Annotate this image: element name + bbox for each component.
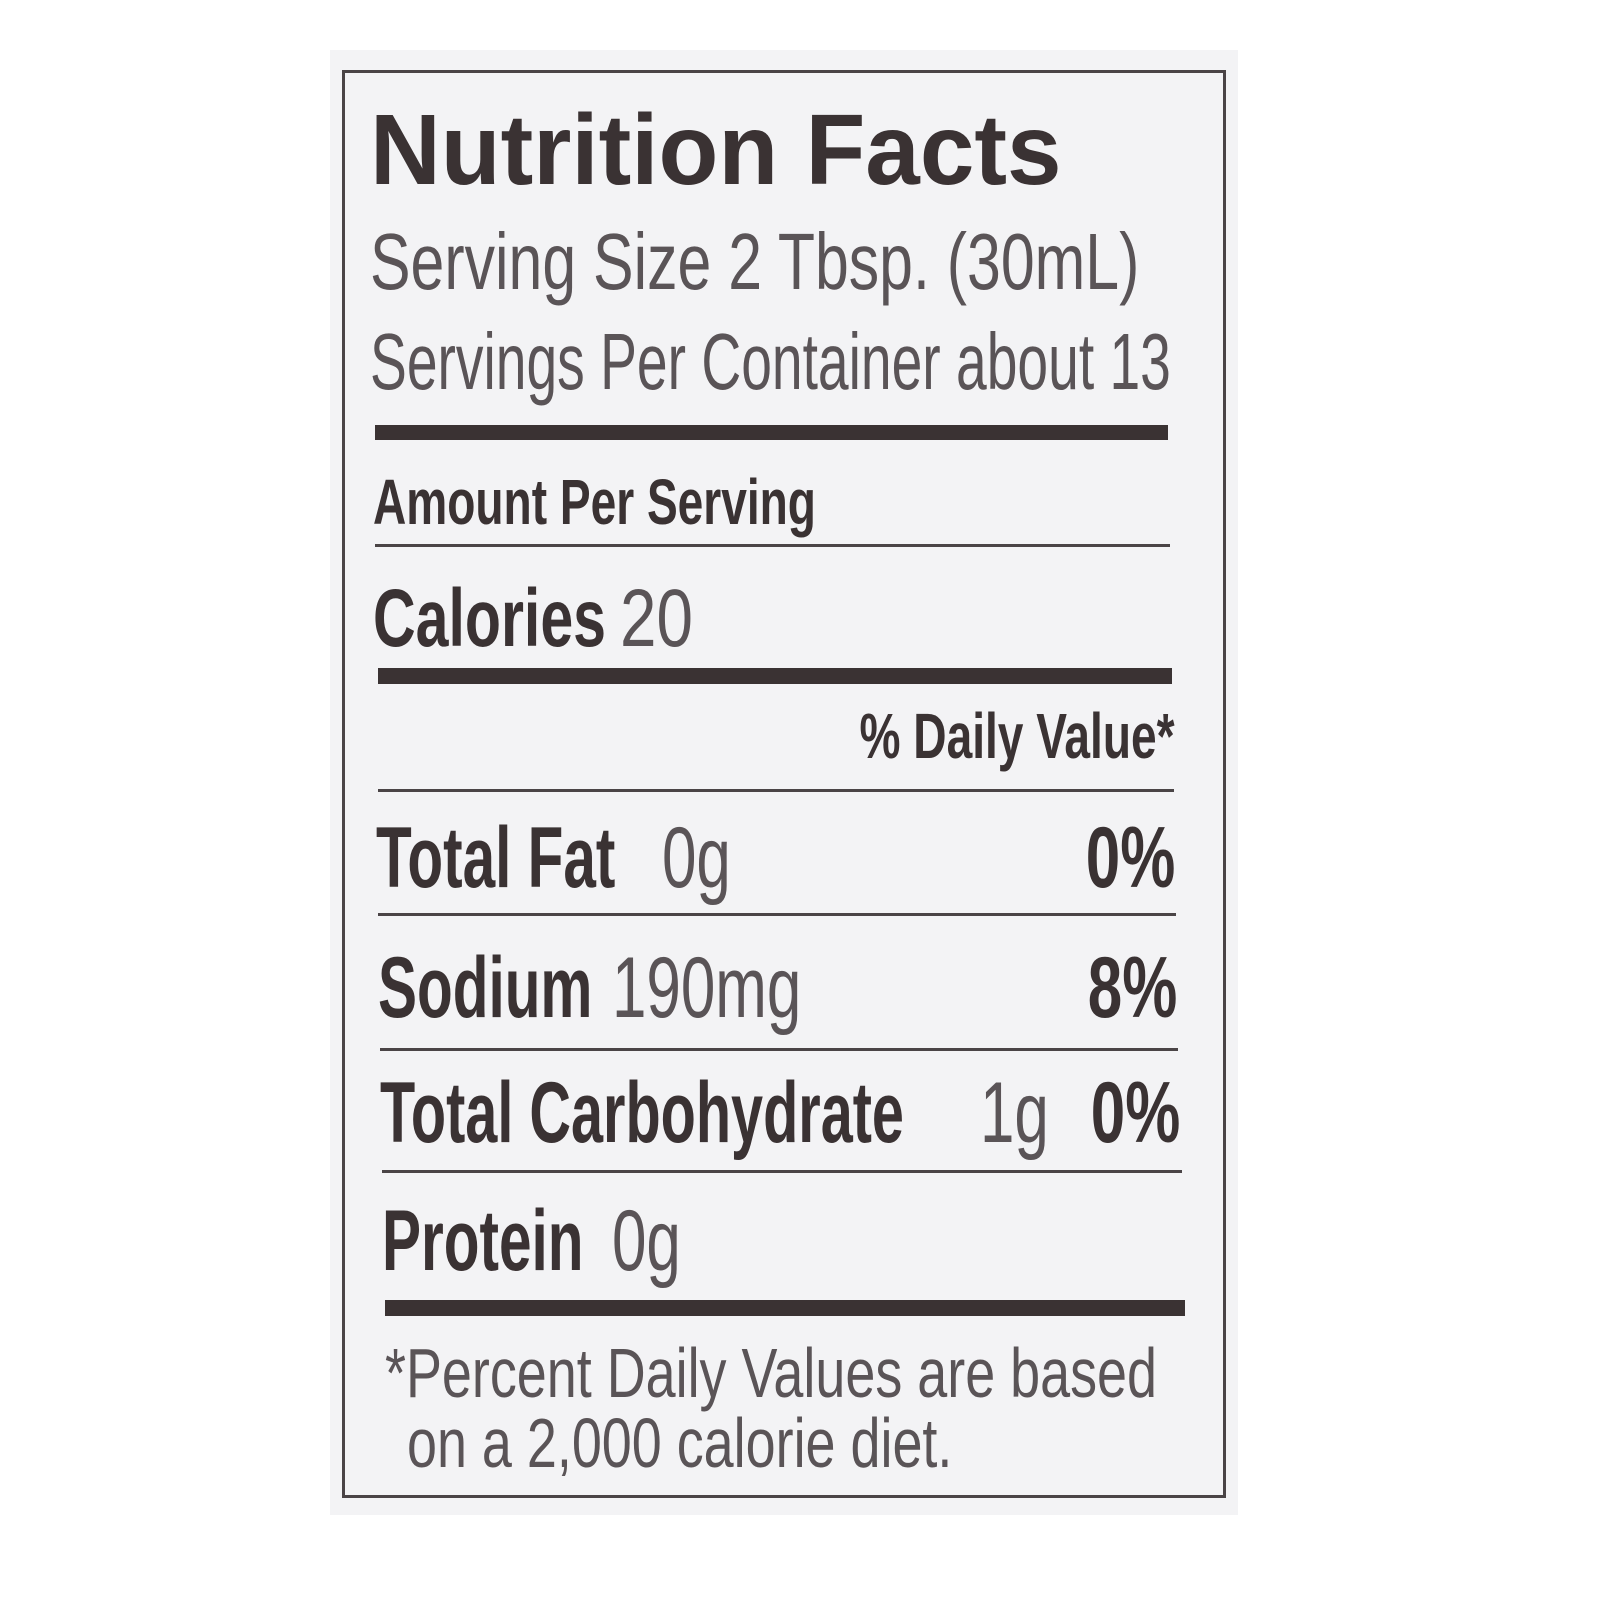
divider-thick bbox=[385, 1300, 1185, 1316]
nutrient-amount: 1g bbox=[980, 1065, 1049, 1161]
nutrient-amount: 0g bbox=[662, 810, 731, 906]
serving-size: Serving Size 2 Tbsp. (30mL) bbox=[370, 217, 1140, 306]
amount-per-serving: Amount Per Serving bbox=[373, 466, 816, 538]
divider-thick bbox=[378, 668, 1172, 684]
divider bbox=[378, 789, 1174, 792]
divider bbox=[375, 544, 1170, 547]
nutrient-name: Sodium bbox=[378, 940, 593, 1036]
daily-value-header: % Daily Value* bbox=[859, 700, 1175, 772]
nutrient-name: Protein bbox=[382, 1193, 584, 1289]
calories-value: 20 bbox=[620, 573, 693, 664]
nutrient-dv: 8% bbox=[1087, 940, 1177, 1036]
nutrient-dv: 0% bbox=[1085, 810, 1175, 906]
servings-per-container: Servings Per Container about 13 bbox=[370, 317, 1171, 406]
footnote: on a 2,000 calorie diet. bbox=[407, 1404, 953, 1482]
divider bbox=[382, 1170, 1182, 1173]
footnote: *Percent Daily Values are based bbox=[385, 1334, 1157, 1412]
nutrient-name: Total Carbohydrate bbox=[380, 1065, 904, 1161]
title: Nutrition Facts bbox=[370, 94, 1062, 206]
nutrition-facts-panel bbox=[342, 70, 1226, 1498]
nutrient-dv: 0% bbox=[1090, 1065, 1180, 1161]
divider bbox=[378, 913, 1176, 916]
nutrient-amount: 190mg bbox=[612, 940, 802, 1036]
nutrient-name: Total Fat bbox=[376, 810, 616, 906]
divider bbox=[380, 1048, 1178, 1051]
calories-label: Calories bbox=[373, 573, 606, 664]
nutrient-amount: 0g bbox=[612, 1193, 681, 1289]
divider-thick bbox=[375, 425, 1168, 440]
label-background bbox=[330, 50, 1238, 1515]
